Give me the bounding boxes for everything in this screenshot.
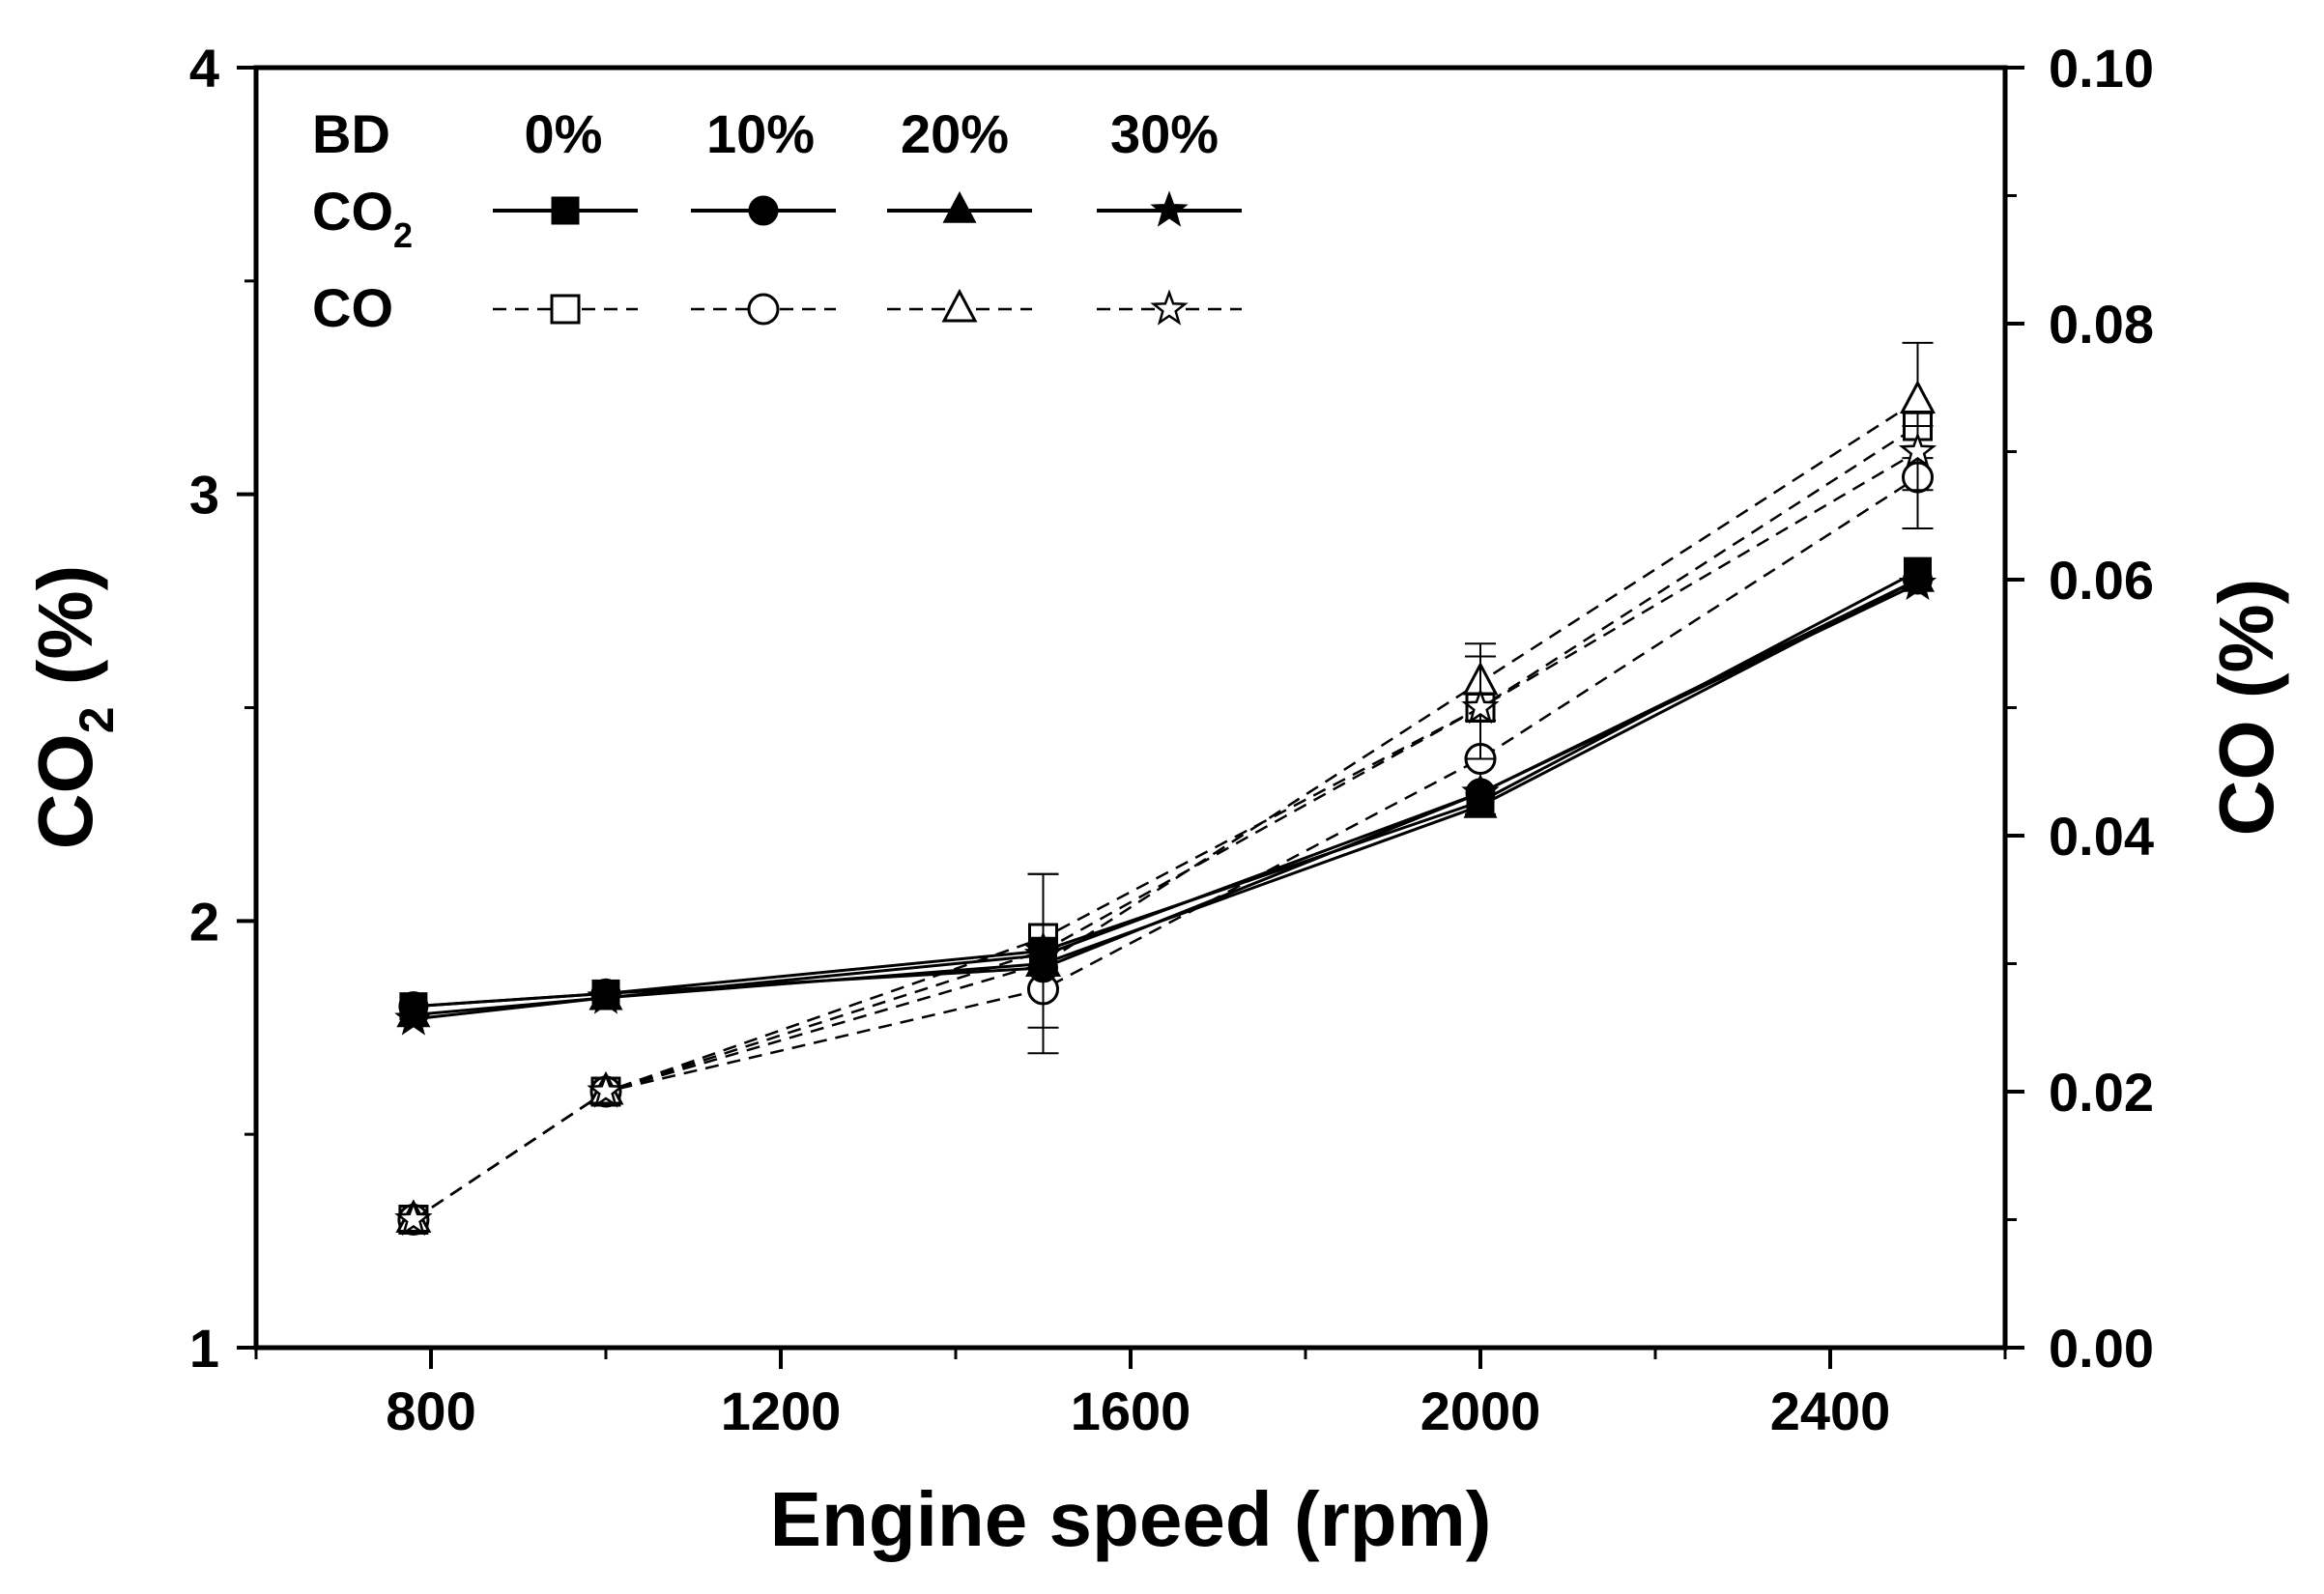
co-line (413, 450, 1919, 1221)
x-tick-label: 1200 (721, 1381, 842, 1441)
legend-column-label: 10% (706, 103, 815, 164)
series-co2-1 (398, 564, 1933, 1022)
series-co2-0 (399, 556, 1932, 1021)
legend-co2-marker (1150, 190, 1189, 227)
left-axis-title: CO2 (%) (22, 565, 124, 849)
x-tick-label: 1600 (1071, 1381, 1191, 1441)
plot-area-border (253, 65, 2008, 1351)
legend-co-marker (550, 294, 581, 325)
legend-co-marker (1150, 289, 1189, 326)
legend-co2-marker (551, 196, 580, 225)
co-point (1461, 687, 1500, 725)
co2-point (394, 999, 433, 1036)
legend-co2-marker (748, 195, 779, 226)
co2-point (1898, 563, 1937, 601)
left-axis-title-main: CO (22, 733, 108, 849)
x-tick-label: 800 (386, 1381, 475, 1441)
y-left-tick-label: 2 (189, 891, 219, 952)
co-point (394, 1199, 433, 1237)
y-left-tick-label: 3 (189, 465, 219, 526)
co-point (1898, 431, 1937, 469)
series-co-3 (394, 412, 1937, 1237)
series-co-0 (398, 411, 1933, 1235)
legend-co2-label: CO2 (312, 181, 413, 255)
series-layer (394, 341, 1937, 1237)
series-co-1 (397, 425, 1934, 1236)
co2-line (413, 578, 1919, 1016)
legend-co2-label-sub: 2 (393, 215, 413, 255)
left-axis-title-suffix: (%) (22, 565, 108, 707)
legend-header-label: BD (312, 103, 390, 164)
x-tick-label: 2400 (1770, 1381, 1891, 1441)
co2-point (587, 978, 625, 1014)
legend-co-marker (747, 293, 780, 326)
co-point (1900, 380, 1936, 413)
series-co2-2 (396, 560, 1936, 1028)
y-right-tick-label: 0.00 (2049, 1318, 2154, 1379)
y-left-tick-label: 1 (189, 1318, 219, 1379)
co-line (413, 424, 1919, 1221)
plot-frame (253, 65, 2008, 1351)
y-right-tick-label: 0.08 (2049, 294, 2154, 355)
right-axis-title: CO (%) (2203, 579, 2289, 837)
y-left-tick-label: 4 (189, 38, 219, 99)
legend-co-marker (941, 288, 978, 323)
x-tick-label: 2000 (1420, 1381, 1541, 1441)
co2-line (413, 578, 1919, 1009)
co2-point (1461, 773, 1500, 810)
series-co2-3 (394, 563, 1937, 1036)
legend-column-label: 30% (1110, 103, 1219, 164)
axis-tick-labels: 800 1200 1600 2000 2400 1 2 3 4 0.00 0.02 0.04 0.06 0… (189, 38, 2154, 1441)
co-point (587, 1071, 625, 1108)
axis-ticks (237, 66, 2024, 1369)
co-line (413, 475, 1919, 1221)
series-co-2 (395, 341, 1936, 1233)
co-line (413, 399, 1919, 1221)
y-right-tick-label: 0.04 (2049, 806, 2154, 867)
co2-point (1023, 935, 1063, 972)
x-axis-title: Engine speed (rpm) (770, 1476, 1492, 1562)
y-right-tick-label: 0.02 (2049, 1062, 2154, 1123)
y-right-tick-label: 0.10 (2049, 38, 2154, 99)
legend-column-label: 0% (525, 103, 603, 164)
left-axis-title-sub: 2 (70, 706, 124, 733)
legend-co2-label-main: CO (312, 181, 393, 242)
legend-column-label: 20% (901, 103, 1009, 164)
legend-co2-marker (942, 191, 977, 223)
legend-co-label: CO (312, 277, 393, 338)
co2-line (413, 583, 1919, 1021)
y-right-tick-label: 0.06 (2049, 550, 2154, 611)
co2-line (413, 569, 1919, 1009)
